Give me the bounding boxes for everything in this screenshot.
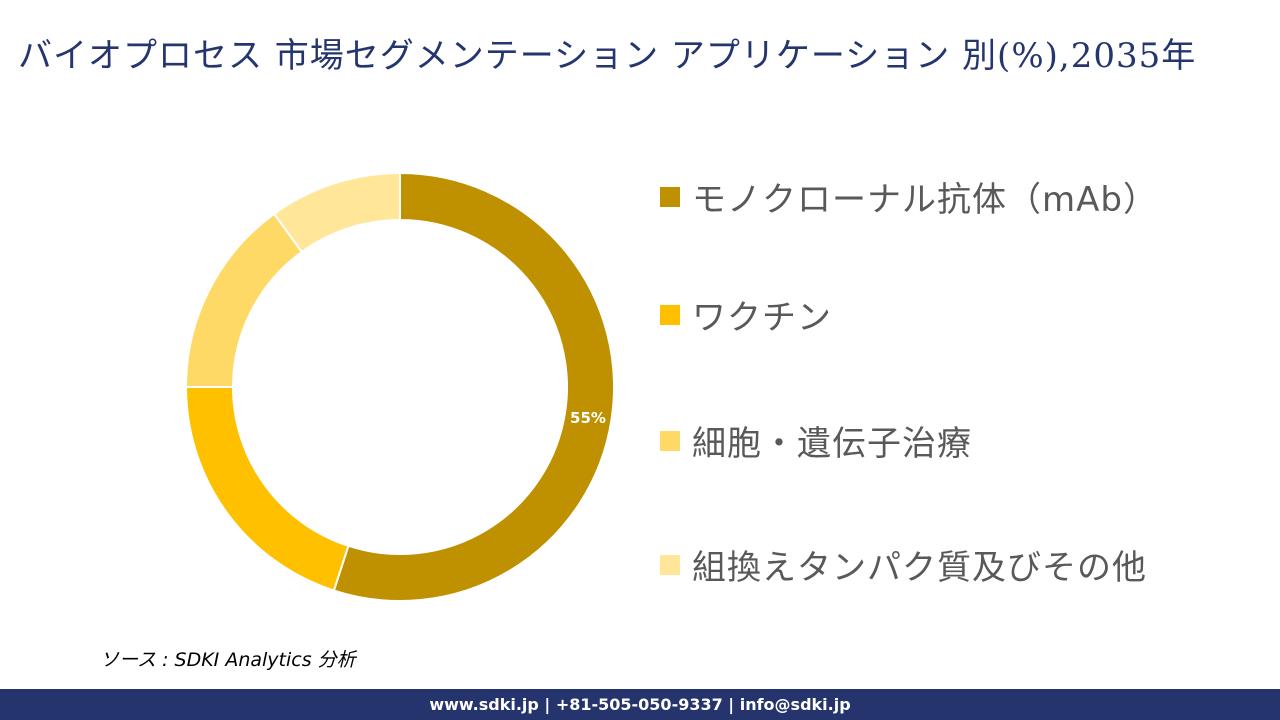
slice-mab <box>332 171 615 602</box>
source-note: ソース : SDKI Analytics 分析 <box>100 649 356 671</box>
slice-vaccine <box>184 386 350 592</box>
legend-swatch-mab <box>660 186 680 207</box>
chart-title: バイオプロセス 市場セグメンテーション アプリケーション 別(%),2035年 <box>18 36 1197 76</box>
legend-item-vaccine: ワクチン <box>660 290 832 339</box>
footer-bar: www.sdki.jp | +81-505-050-9337 | info@sd… <box>0 689 1280 720</box>
legend-swatch-vaccine <box>660 304 680 325</box>
legend-label-mab: モノクローナル抗体（mAb） <box>692 180 1158 220</box>
legend-label-cell-gene-therapy: 細胞・遺伝子治療 <box>692 424 972 464</box>
legend-item-recombinant-protein-other: 組換えタンパク質及びその他 <box>660 540 1147 589</box>
donut-chart: 55% <box>184 171 615 602</box>
data-label-mab: 55% <box>570 409 606 427</box>
legend-item-cell-gene-therapy: 細胞・遺伝子治療 <box>660 416 972 465</box>
slice-recombinant-protein-other <box>272 171 401 254</box>
legend-label-recombinant-protein-other: 組換えタンパク質及びその他 <box>692 548 1147 588</box>
donut-slices <box>184 171 615 602</box>
slice-cell-gene-therapy <box>184 212 304 388</box>
legend-swatch-cell-gene-therapy <box>660 430 680 451</box>
legend-label-vaccine: ワクチン <box>692 298 832 338</box>
footer-contact: www.sdki.jp | +81-505-050-9337 | info@sd… <box>429 695 851 714</box>
legend-swatch-recombinant-protein-other <box>660 554 680 575</box>
legend-item-mab: モノクローナル抗体（mAb） <box>660 172 1158 221</box>
